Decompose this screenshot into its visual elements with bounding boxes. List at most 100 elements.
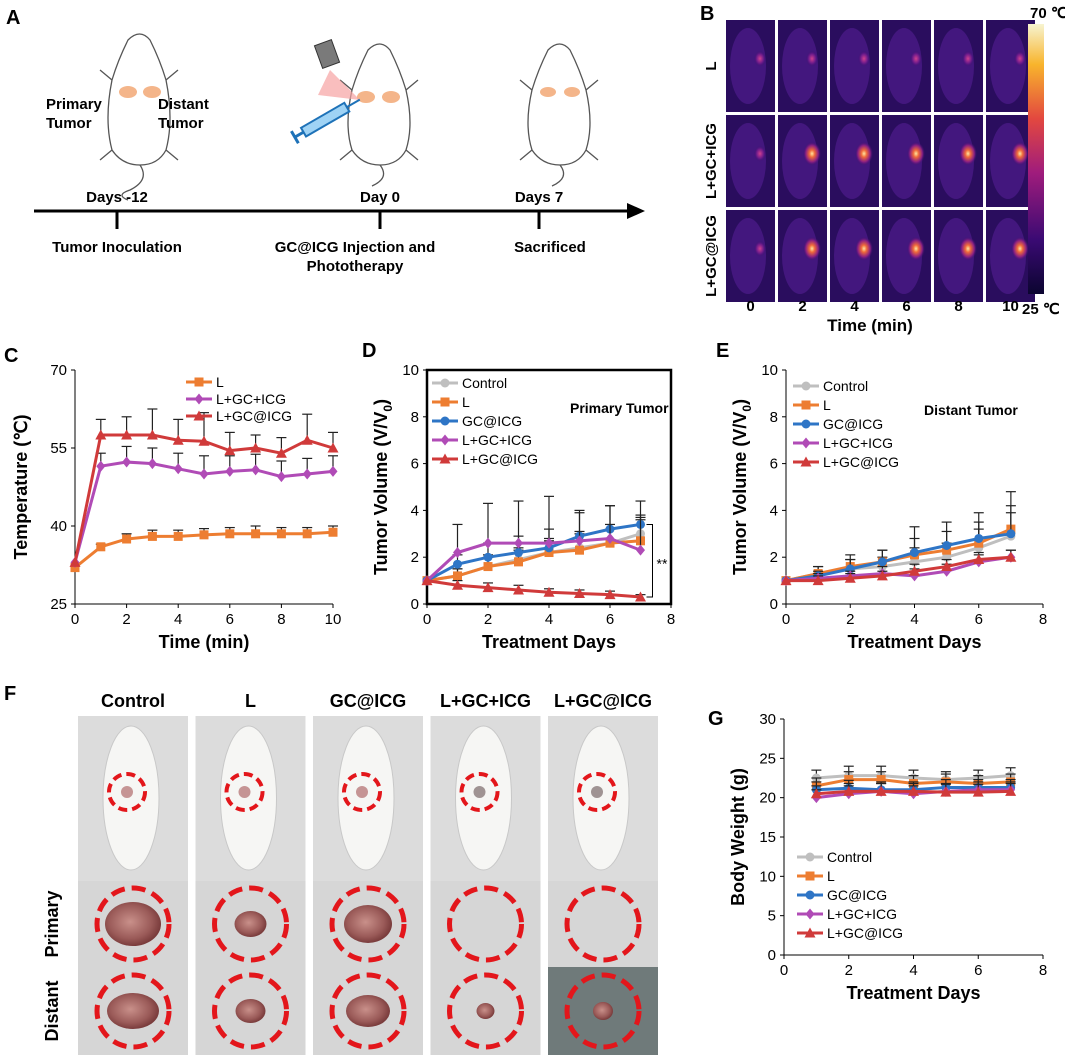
y-tick-label: 40 bbox=[50, 518, 67, 535]
y-tick-label: 8 bbox=[411, 409, 419, 426]
data-point bbox=[1005, 551, 1017, 562]
data-point bbox=[544, 537, 554, 549]
legend-label: GC@ICG bbox=[462, 413, 522, 429]
data-point bbox=[805, 908, 815, 920]
thermal-mouse-body bbox=[834, 218, 870, 294]
panel-label-a: A bbox=[6, 7, 20, 29]
thermal-hotspot bbox=[754, 50, 766, 67]
data-point bbox=[173, 463, 183, 475]
x-tick-label: 2 bbox=[484, 611, 492, 628]
y-axis-title-subscript: 0 bbox=[740, 405, 754, 412]
data-point bbox=[121, 429, 133, 440]
panel-label-g: G bbox=[708, 708, 724, 730]
thermal-tick-label: 10 bbox=[1002, 298, 1019, 315]
data-point bbox=[844, 572, 856, 583]
data-point bbox=[147, 531, 157, 541]
series-l bbox=[70, 525, 338, 573]
thermal-mouse-body bbox=[886, 218, 922, 294]
panel-f-photo-grid: Control L GC@ICG L+GC+ICG L+GC@ICG Primary Dis… bbox=[42, 691, 658, 1055]
y-tick-label: 8 bbox=[770, 409, 778, 426]
data-point bbox=[801, 419, 811, 429]
data-point bbox=[453, 571, 462, 581]
data-point bbox=[636, 544, 645, 556]
thermal-hotspot bbox=[907, 141, 925, 166]
color-scale-min-label: 25 ℃ bbox=[1022, 301, 1060, 318]
series-line bbox=[786, 555, 1011, 583]
data-point bbox=[251, 529, 261, 539]
thermal-hotspot bbox=[907, 236, 925, 261]
chart-temperature: 0 2 4 6 8 10 25 40 55 70 Time (min) Temperature (℃)… bbox=[11, 362, 341, 652]
data-point bbox=[453, 559, 462, 569]
tumor-highlight-circle bbox=[329, 885, 407, 963]
data-point bbox=[251, 464, 261, 476]
series-l-gc-icg bbox=[810, 782, 1017, 799]
series-line bbox=[426, 539, 641, 583]
data-point bbox=[801, 381, 811, 391]
data-point bbox=[605, 532, 615, 544]
data-point bbox=[604, 589, 616, 600]
y-tick-label: 55 bbox=[50, 440, 67, 457]
y-axis-title-close: ) bbox=[730, 399, 750, 405]
data-point bbox=[199, 530, 209, 540]
data-point bbox=[301, 434, 313, 445]
data-point bbox=[942, 545, 952, 555]
legend-label: Control bbox=[827, 849, 872, 865]
data-point bbox=[172, 434, 184, 445]
tumor-highlight-circle bbox=[107, 772, 147, 812]
data-point bbox=[801, 437, 811, 449]
thermal-mouse-body bbox=[730, 28, 766, 104]
data-point bbox=[275, 447, 287, 458]
data-point bbox=[225, 529, 235, 539]
thermal-hotspot bbox=[1014, 50, 1026, 67]
y-tick-label: 4 bbox=[411, 502, 419, 519]
mouse-body bbox=[102, 725, 160, 871]
panel-a: A Primary Tumor Distant Tumor bbox=[6, 7, 645, 275]
mouse-illustration bbox=[519, 43, 599, 187]
thermal-hotspot bbox=[910, 50, 922, 67]
timeline-day-label: Days -12 bbox=[86, 189, 148, 206]
thermal-mouse-body bbox=[886, 28, 922, 104]
data-point bbox=[439, 453, 451, 464]
x-tick-label: 0 bbox=[71, 611, 79, 628]
timeline-day-label: Day 0 bbox=[360, 189, 400, 206]
data-point bbox=[224, 445, 236, 456]
series-line bbox=[426, 522, 641, 582]
data-point bbox=[941, 561, 953, 572]
tumor-highlight-circle bbox=[564, 972, 642, 1050]
data-point bbox=[972, 786, 984, 797]
data-point bbox=[575, 535, 584, 547]
x-tick-label: 4 bbox=[174, 611, 182, 628]
tumor-specimen bbox=[235, 999, 266, 1023]
mouse-body bbox=[572, 725, 630, 871]
data-point bbox=[194, 393, 204, 405]
thermal-hotspot bbox=[855, 141, 873, 166]
tumor-spot bbox=[238, 786, 251, 798]
y-tick-label: 0 bbox=[411, 596, 419, 613]
data-point bbox=[543, 586, 555, 597]
thermal-hotspot bbox=[959, 236, 977, 261]
x-tick-label: 4 bbox=[545, 611, 553, 628]
data-point bbox=[199, 468, 209, 480]
data-point bbox=[440, 397, 450, 407]
photo-row-label: Primary bbox=[42, 890, 62, 957]
mouse-body bbox=[337, 725, 395, 871]
laser-icon bbox=[313, 39, 360, 100]
y-axis-title: Temperature (℃) bbox=[11, 415, 31, 560]
thermal-tick-label: 2 bbox=[798, 298, 806, 315]
legend-label: L+GC+ICG bbox=[823, 435, 893, 451]
data-point bbox=[910, 548, 919, 558]
tumor-highlight-circle bbox=[94, 972, 172, 1050]
chart-distant-tumor-volume: 0 2 4 6 8 0 2 4 6 8 10 Treatment Days Tumor Volume (… bbox=[730, 362, 1047, 652]
mouse-illustration bbox=[339, 43, 419, 187]
thermal-tick-label: 0 bbox=[746, 298, 754, 315]
data-point bbox=[973, 554, 985, 565]
mouse-body bbox=[455, 725, 512, 871]
thermal-mouse-body bbox=[834, 28, 870, 104]
legend-label: L bbox=[827, 868, 835, 884]
legend: Control L GC@ICG L+GC+ICG L+GC@ICG bbox=[797, 849, 903, 941]
legend-label: GC@ICG bbox=[827, 887, 887, 903]
data-point bbox=[453, 547, 462, 559]
data-point bbox=[780, 575, 792, 586]
photo-column-label: L bbox=[245, 691, 256, 711]
x-tick-label: 0 bbox=[782, 611, 790, 628]
